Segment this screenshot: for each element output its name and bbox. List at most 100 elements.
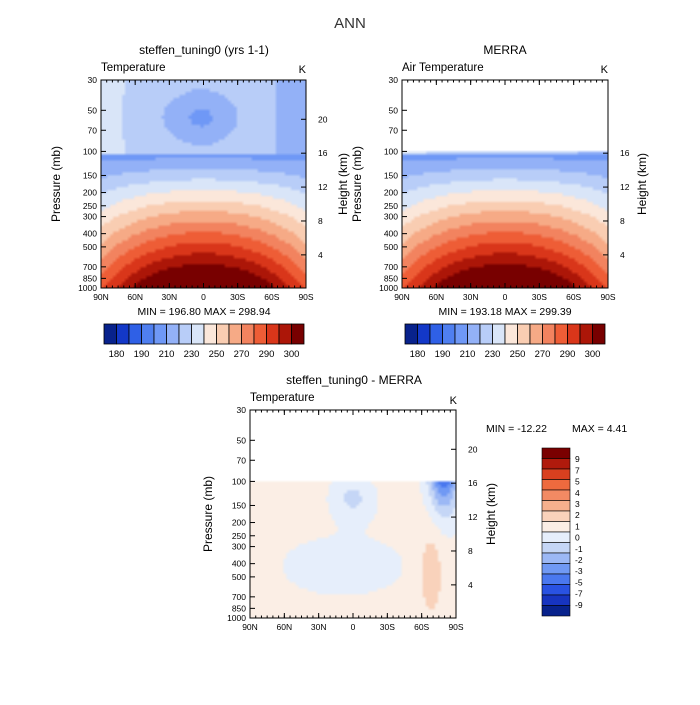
diff-ylabel-right: Height (km): [484, 483, 498, 545]
colorbar-swatch: [203, 323, 217, 345]
colorbar-swatch: [166, 323, 180, 345]
colorbar-swatch: [216, 323, 230, 345]
y-tick-label: 500: [83, 242, 97, 252]
y-tick-label: 30: [88, 75, 98, 85]
diff-contour-field: [249, 409, 457, 619]
colorbar-swatch: [467, 323, 481, 345]
height-tick-label: 8: [620, 216, 625, 226]
y-tick-label: 500: [232, 572, 246, 582]
y-tick-label: 700: [83, 262, 97, 272]
colorbar-swatch: [541, 573, 571, 585]
colorbar-label: -7: [575, 589, 583, 599]
colorbar-label: 230: [184, 349, 200, 360]
y-tick-label: 70: [88, 125, 98, 135]
x-tick-label: 60N: [277, 622, 293, 632]
y-tick-label: 100: [83, 146, 97, 156]
model-minmax: MIN = 196.80 MAX = 298.94: [137, 306, 270, 318]
colorbar-label: -5: [575, 577, 583, 587]
y-tick-label: 50: [389, 105, 399, 115]
y-tick-label: 250: [83, 201, 97, 211]
x-tick-label: 30N: [162, 292, 178, 302]
y-tick-label: 50: [88, 105, 98, 115]
colorbar-swatch: [442, 323, 456, 345]
height-tick-label: 12: [468, 512, 478, 522]
colorbar-swatch: [541, 479, 571, 491]
colorbar-swatch: [554, 323, 568, 345]
colorbar-label: 210: [460, 349, 476, 360]
colorbar-label: 290: [560, 349, 576, 360]
x-tick-label: 0: [351, 622, 356, 632]
colorbar-label: 290: [259, 349, 275, 360]
colorbar-label: 0: [575, 533, 580, 543]
y-tick-label: 400: [384, 229, 398, 239]
y-tick-label: 150: [232, 500, 246, 510]
colorbar-label: 270: [535, 349, 551, 360]
y-tick-label: 300: [232, 542, 246, 552]
colorbar-swatch: [541, 563, 571, 575]
colorbar-label: 2: [575, 510, 580, 520]
y-tick-label: 300: [83, 212, 97, 222]
colorbar-label: -1: [575, 544, 583, 554]
height-tick-label: 8: [318, 216, 323, 226]
height-tick-label: 20: [468, 444, 478, 454]
colorbar-swatch: [541, 521, 571, 533]
y-tick-label: 700: [384, 262, 398, 272]
x-tick-label: 30S: [532, 292, 547, 302]
diff-title: steffen_tuning0 - MERRA: [286, 373, 422, 387]
colorbar-swatch: [454, 323, 468, 345]
colorbar-swatch: [567, 323, 581, 345]
x-tick-label: 30N: [311, 622, 327, 632]
colorbar-swatch: [417, 323, 431, 345]
diff-max: MAX = 4.41: [572, 423, 627, 435]
colorbar-swatch: [116, 323, 130, 345]
y-tick-label: 1000: [78, 283, 97, 293]
x-tick-label: 30S: [230, 292, 245, 302]
colorbar-swatch: [541, 552, 571, 564]
colorbar-label: -9: [575, 600, 583, 610]
colorbar-label: 300: [284, 349, 300, 360]
colorbar-label: 9: [575, 454, 580, 464]
colorbar-swatch: [278, 323, 292, 345]
colorbar-swatch: [191, 323, 205, 345]
y-tick-label: 30: [237, 405, 247, 415]
x-tick-label: 0: [201, 292, 206, 302]
colorbar-label: -2: [575, 555, 583, 565]
x-tick-label: 30N: [463, 292, 479, 302]
height-tick-label: 4: [318, 250, 323, 260]
x-tick-label: 60S: [414, 622, 429, 632]
colorbar-swatch: [579, 323, 593, 345]
height-tick-label: 16: [468, 478, 478, 488]
x-tick-label: 0: [503, 292, 508, 302]
colorbar-swatch: [541, 584, 571, 596]
colorbar-swatch: [592, 323, 606, 345]
x-tick-label: 90N: [93, 292, 109, 302]
y-tick-label: 400: [83, 229, 97, 239]
colorbar-label: 4: [575, 488, 580, 498]
x-tick-label: 90S: [448, 622, 463, 632]
x-tick-label: 60N: [127, 292, 143, 302]
contour-fill-image: [101, 80, 306, 288]
x-tick-label: 90S: [600, 292, 615, 302]
colorbar-label: 190: [134, 349, 150, 360]
height-tick-label: 12: [620, 182, 630, 192]
colorbar-swatch: [504, 323, 518, 345]
colorbar-swatch: [541, 447, 571, 459]
colorbar-swatch: [541, 594, 571, 606]
colorbar-label: 250: [209, 349, 225, 360]
y-tick-label: 1000: [379, 283, 398, 293]
model-units: K: [299, 64, 307, 76]
y-tick-label: 200: [384, 188, 398, 198]
diff-min: MIN = -12.22: [486, 423, 547, 435]
colorbar-label: 5: [575, 477, 580, 487]
x-tick-label: 90N: [242, 622, 258, 632]
y-tick-label: 400: [232, 559, 246, 569]
diff-ylabel: Pressure (mb): [201, 476, 215, 552]
x-tick-label: 90N: [394, 292, 410, 302]
colorbar-swatch: [253, 323, 267, 345]
colorbar-swatch: [541, 510, 571, 522]
colorbar-swatch: [529, 323, 543, 345]
model-axes: 90N 60N 30N 0 30S 60S 90S 30 50 70 100 150 200 250300…: [78, 75, 328, 302]
y-tick-label: 150: [384, 170, 398, 180]
merra-contour-field: [401, 79, 609, 289]
colorbar-label: 300: [585, 349, 601, 360]
